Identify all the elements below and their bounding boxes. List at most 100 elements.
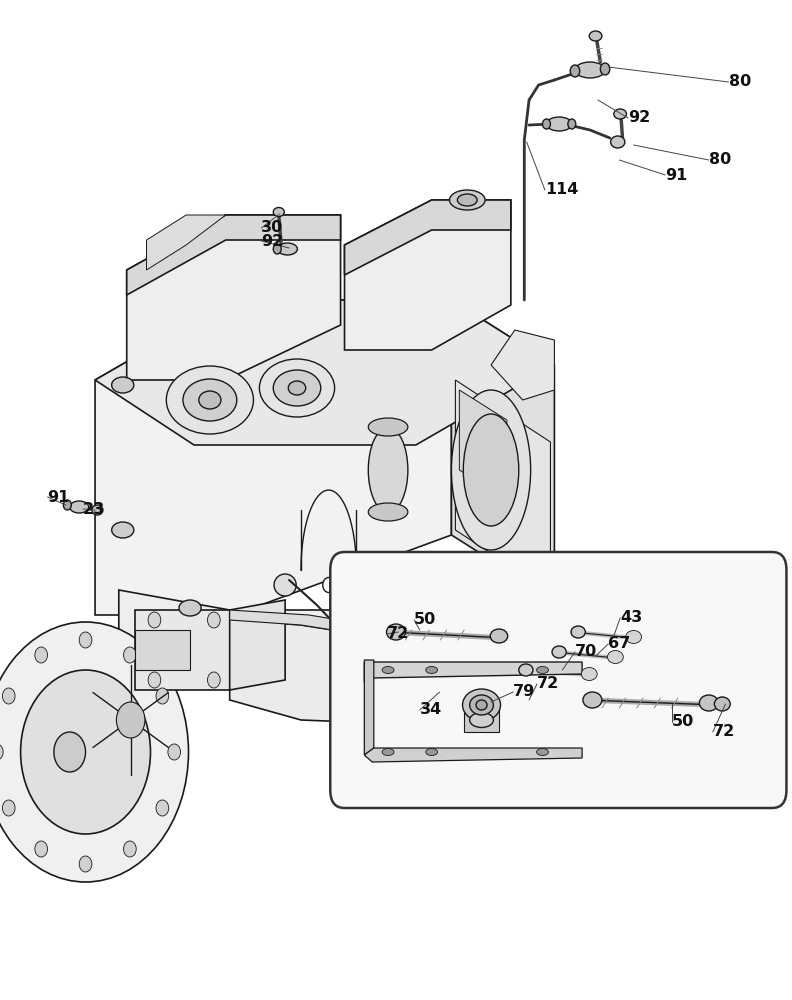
Ellipse shape [583, 692, 602, 708]
Text: 67: 67 [608, 637, 630, 652]
Ellipse shape [543, 119, 550, 129]
Ellipse shape [368, 418, 408, 436]
Polygon shape [127, 215, 341, 295]
Polygon shape [364, 660, 374, 755]
Text: 50: 50 [672, 714, 694, 730]
Ellipse shape [571, 626, 585, 638]
Polygon shape [464, 707, 499, 732]
Ellipse shape [519, 664, 533, 676]
Ellipse shape [112, 377, 134, 393]
Ellipse shape [112, 522, 134, 538]
Ellipse shape [451, 390, 531, 550]
Ellipse shape [183, 379, 237, 421]
Ellipse shape [450, 190, 485, 210]
Ellipse shape [546, 117, 572, 131]
Ellipse shape [426, 748, 437, 756]
Circle shape [168, 744, 181, 760]
Polygon shape [230, 600, 285, 690]
Ellipse shape [537, 666, 549, 674]
Circle shape [21, 670, 150, 834]
FancyBboxPatch shape [330, 552, 786, 808]
Text: 92: 92 [261, 233, 284, 248]
Polygon shape [459, 390, 507, 500]
Polygon shape [491, 330, 554, 400]
Ellipse shape [476, 700, 487, 710]
Text: 23: 23 [83, 502, 105, 516]
Circle shape [124, 841, 136, 857]
Ellipse shape [589, 31, 602, 41]
Ellipse shape [273, 244, 281, 254]
Ellipse shape [570, 65, 580, 77]
Circle shape [79, 632, 92, 648]
Ellipse shape [63, 500, 71, 510]
Ellipse shape [92, 505, 103, 515]
Text: 114: 114 [545, 182, 578, 198]
Polygon shape [345, 200, 511, 275]
Ellipse shape [626, 631, 642, 644]
Ellipse shape [575, 62, 605, 78]
Text: 80: 80 [729, 75, 751, 90]
Circle shape [148, 672, 161, 688]
Ellipse shape [600, 63, 610, 75]
Circle shape [208, 672, 220, 688]
Circle shape [2, 800, 15, 816]
Ellipse shape [614, 109, 626, 119]
Ellipse shape [470, 695, 493, 715]
Ellipse shape [386, 624, 406, 640]
Polygon shape [127, 215, 341, 380]
Ellipse shape [607, 650, 623, 664]
Text: 34: 34 [420, 702, 442, 718]
Ellipse shape [537, 748, 549, 756]
Text: 72: 72 [386, 626, 409, 642]
Ellipse shape [323, 578, 334, 592]
Ellipse shape [699, 695, 718, 711]
Circle shape [2, 688, 15, 704]
Circle shape [35, 647, 48, 663]
Circle shape [124, 647, 136, 663]
Polygon shape [119, 590, 428, 690]
Ellipse shape [611, 136, 625, 148]
Circle shape [35, 841, 48, 857]
Polygon shape [135, 630, 190, 670]
Circle shape [156, 688, 169, 704]
Ellipse shape [368, 503, 408, 521]
Circle shape [208, 612, 220, 628]
Polygon shape [135, 610, 230, 690]
Ellipse shape [382, 748, 394, 756]
Ellipse shape [277, 243, 297, 255]
Ellipse shape [273, 370, 321, 406]
Polygon shape [345, 200, 511, 350]
Polygon shape [364, 748, 582, 762]
Circle shape [79, 856, 92, 872]
Circle shape [156, 800, 169, 816]
Polygon shape [428, 610, 507, 730]
Text: 72: 72 [713, 724, 735, 740]
Ellipse shape [552, 646, 566, 658]
Ellipse shape [70, 501, 89, 513]
Ellipse shape [274, 574, 296, 596]
Polygon shape [147, 215, 226, 270]
Ellipse shape [288, 381, 306, 395]
Polygon shape [230, 620, 428, 725]
Ellipse shape [426, 666, 437, 674]
Circle shape [116, 702, 145, 738]
Ellipse shape [463, 689, 501, 721]
Ellipse shape [54, 732, 86, 772]
Text: 91: 91 [48, 489, 70, 504]
Text: 79: 79 [513, 684, 535, 700]
Text: 72: 72 [537, 676, 559, 692]
Polygon shape [451, 300, 554, 600]
Text: 50: 50 [414, 612, 436, 628]
Ellipse shape [568, 119, 576, 129]
Ellipse shape [368, 428, 408, 512]
Ellipse shape [259, 359, 334, 417]
Polygon shape [455, 380, 550, 592]
Polygon shape [95, 300, 451, 615]
Ellipse shape [470, 712, 493, 728]
Ellipse shape [581, 668, 597, 680]
Ellipse shape [179, 600, 201, 616]
Ellipse shape [199, 391, 221, 409]
Ellipse shape [463, 414, 519, 526]
Circle shape [0, 744, 3, 760]
Circle shape [148, 612, 161, 628]
